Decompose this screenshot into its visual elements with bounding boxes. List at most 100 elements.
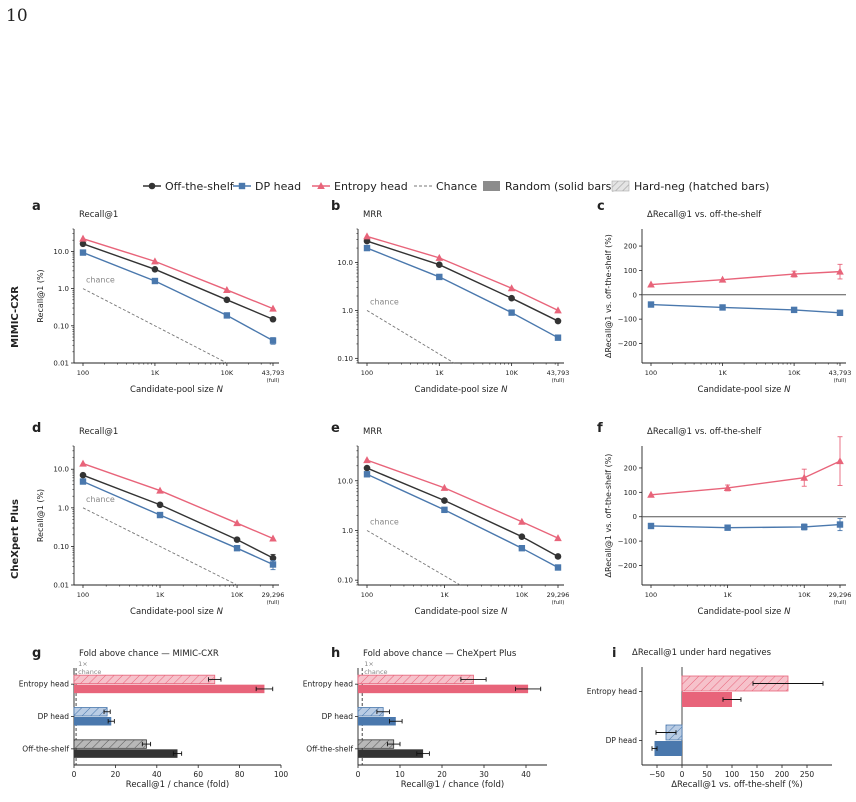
data-point <box>436 273 443 281</box>
bar-group-entropy-head: Entropy head <box>19 674 274 694</box>
series-line <box>650 460 841 496</box>
data-point <box>151 266 159 273</box>
y-tick-label: −100 <box>618 538 637 546</box>
series-line <box>82 243 274 320</box>
series-entropy-head <box>647 263 844 288</box>
panel-a: a Recall@1 0.01 0.10 1.0 10.0 100 1K 10K 43,793(f… <box>32 199 284 395</box>
x-tick-sublabel: (full) <box>267 378 280 384</box>
series-line <box>82 237 274 310</box>
y-tick-label: 10.0 <box>53 248 69 256</box>
x-axis-label: Candidate-pool size N <box>698 385 792 395</box>
panel-letter: b <box>331 199 340 214</box>
x-axis-label: ΔRecall@1 vs. off-the-shelf (%) <box>671 780 803 790</box>
x-tick-label: 29,296 <box>547 591 570 599</box>
x-tick-label: 100 <box>645 369 657 377</box>
x-axis-label: Candidate-pool size N <box>130 385 224 395</box>
data-point <box>508 294 515 302</box>
y-tick-label: 1.0 <box>58 285 69 293</box>
x-axis-label-var: N <box>501 607 508 617</box>
page-number: 10 <box>6 6 28 26</box>
data-point <box>223 296 231 304</box>
data-point <box>518 544 526 552</box>
chance-label: chance <box>370 297 399 306</box>
series-entropy-head <box>79 234 277 312</box>
y-tick-label: 0.01 <box>53 360 69 368</box>
panel-g: g Fold above chance — MIMIC-CXR 0 20 40 60 80 1… <box>19 646 289 790</box>
data-point <box>363 244 371 252</box>
x-tick-label: 200 <box>775 770 790 779</box>
x-tick-label: 10K <box>505 369 518 377</box>
series-line <box>366 467 559 558</box>
data-point <box>554 317 562 325</box>
data-point <box>723 483 732 491</box>
series-line <box>650 270 841 286</box>
data-point <box>790 306 798 314</box>
y-tick-label: 200 <box>624 243 637 251</box>
y-tick-label: 10.0 <box>53 466 69 474</box>
x-tick-label: 100 <box>361 591 373 599</box>
y-tick-label: 10.0 <box>337 477 353 485</box>
category-label: Entropy head <box>303 680 353 689</box>
bar-hardneg <box>73 674 216 685</box>
x-axis-label: Recall@1 / chance (fold) <box>126 780 229 790</box>
chance-annotation: chance <box>364 668 387 676</box>
legend-marker <box>148 182 156 190</box>
y-axis-label: Recall@1 (%) <box>36 269 45 322</box>
x-tick-label: 100 <box>77 369 89 377</box>
y-tick-label: 0 <box>633 291 637 299</box>
x-tick-label: 50 <box>702 770 712 779</box>
x-tick-label: 150 <box>750 770 765 779</box>
bar-hardneg <box>73 739 147 749</box>
series-dp-head <box>363 471 562 571</box>
x-tick-label: 40 <box>152 770 162 779</box>
y-tick-label: 0.10 <box>53 322 69 330</box>
data-point <box>647 301 655 308</box>
data-point <box>518 533 526 540</box>
y-tick-label: −200 <box>618 562 637 570</box>
x-tick-sublabel: (full) <box>834 600 847 606</box>
data-point <box>363 471 371 478</box>
series-dp-head <box>363 244 562 341</box>
data-point <box>647 522 655 530</box>
legend-swatch <box>483 181 500 191</box>
y-tick-label: 1.0 <box>58 504 69 512</box>
panel-title: Fold above chance — CheXpert Plus <box>363 649 517 659</box>
x-tick-label: 1K <box>723 591 732 599</box>
bar-random <box>654 741 682 756</box>
bar-random <box>358 717 396 726</box>
bar-hardneg <box>357 674 474 685</box>
x-tick-label: 43,793 <box>262 369 285 377</box>
bar-group-entropy-head: Entropy head <box>303 674 542 694</box>
x-tick-sublabel: (full) <box>552 378 565 384</box>
legend-label: Off-the-shelf <box>165 180 235 193</box>
bar-group-entropy-head: Entropy head <box>587 675 824 707</box>
x-tick-label: 1K <box>156 591 165 599</box>
y-tick-label: 200 <box>624 464 637 472</box>
x-axis-label: Candidate-pool size N <box>415 385 509 395</box>
data-point <box>801 523 808 531</box>
x-tick-label: 30 <box>479 770 489 779</box>
series-entropy-head <box>363 232 562 314</box>
bar-group-dp-head: DP head <box>322 707 403 726</box>
legend-item-off-the-shelf: Off-the-shelf <box>143 180 235 193</box>
data-point <box>647 280 655 288</box>
y-tick-label: 10.0 <box>337 259 353 267</box>
panel-title: ΔRecall@1 under hard negatives <box>632 648 772 658</box>
category-label: Off-the-shelf <box>306 744 353 753</box>
x-tick-label: 20 <box>437 770 447 779</box>
y-tick-label: 0.10 <box>53 543 69 551</box>
data-point <box>156 486 164 494</box>
x-tick-label: 100 <box>645 591 657 599</box>
bar-group-off-the-shelf: Off-the-shelf <box>306 739 430 758</box>
series-entropy-head <box>79 459 277 542</box>
x-tick-label: 1K <box>435 369 444 377</box>
panel-letter: i <box>612 646 616 661</box>
data-point <box>79 478 87 485</box>
x-tick-label: 10K <box>788 369 801 377</box>
y-tick-label: 1.0 <box>342 307 353 315</box>
data-point <box>233 536 241 543</box>
x-tick-sublabel: (full) <box>552 600 565 606</box>
data-point <box>554 553 562 560</box>
y-tick-label: 0.10 <box>337 577 353 585</box>
